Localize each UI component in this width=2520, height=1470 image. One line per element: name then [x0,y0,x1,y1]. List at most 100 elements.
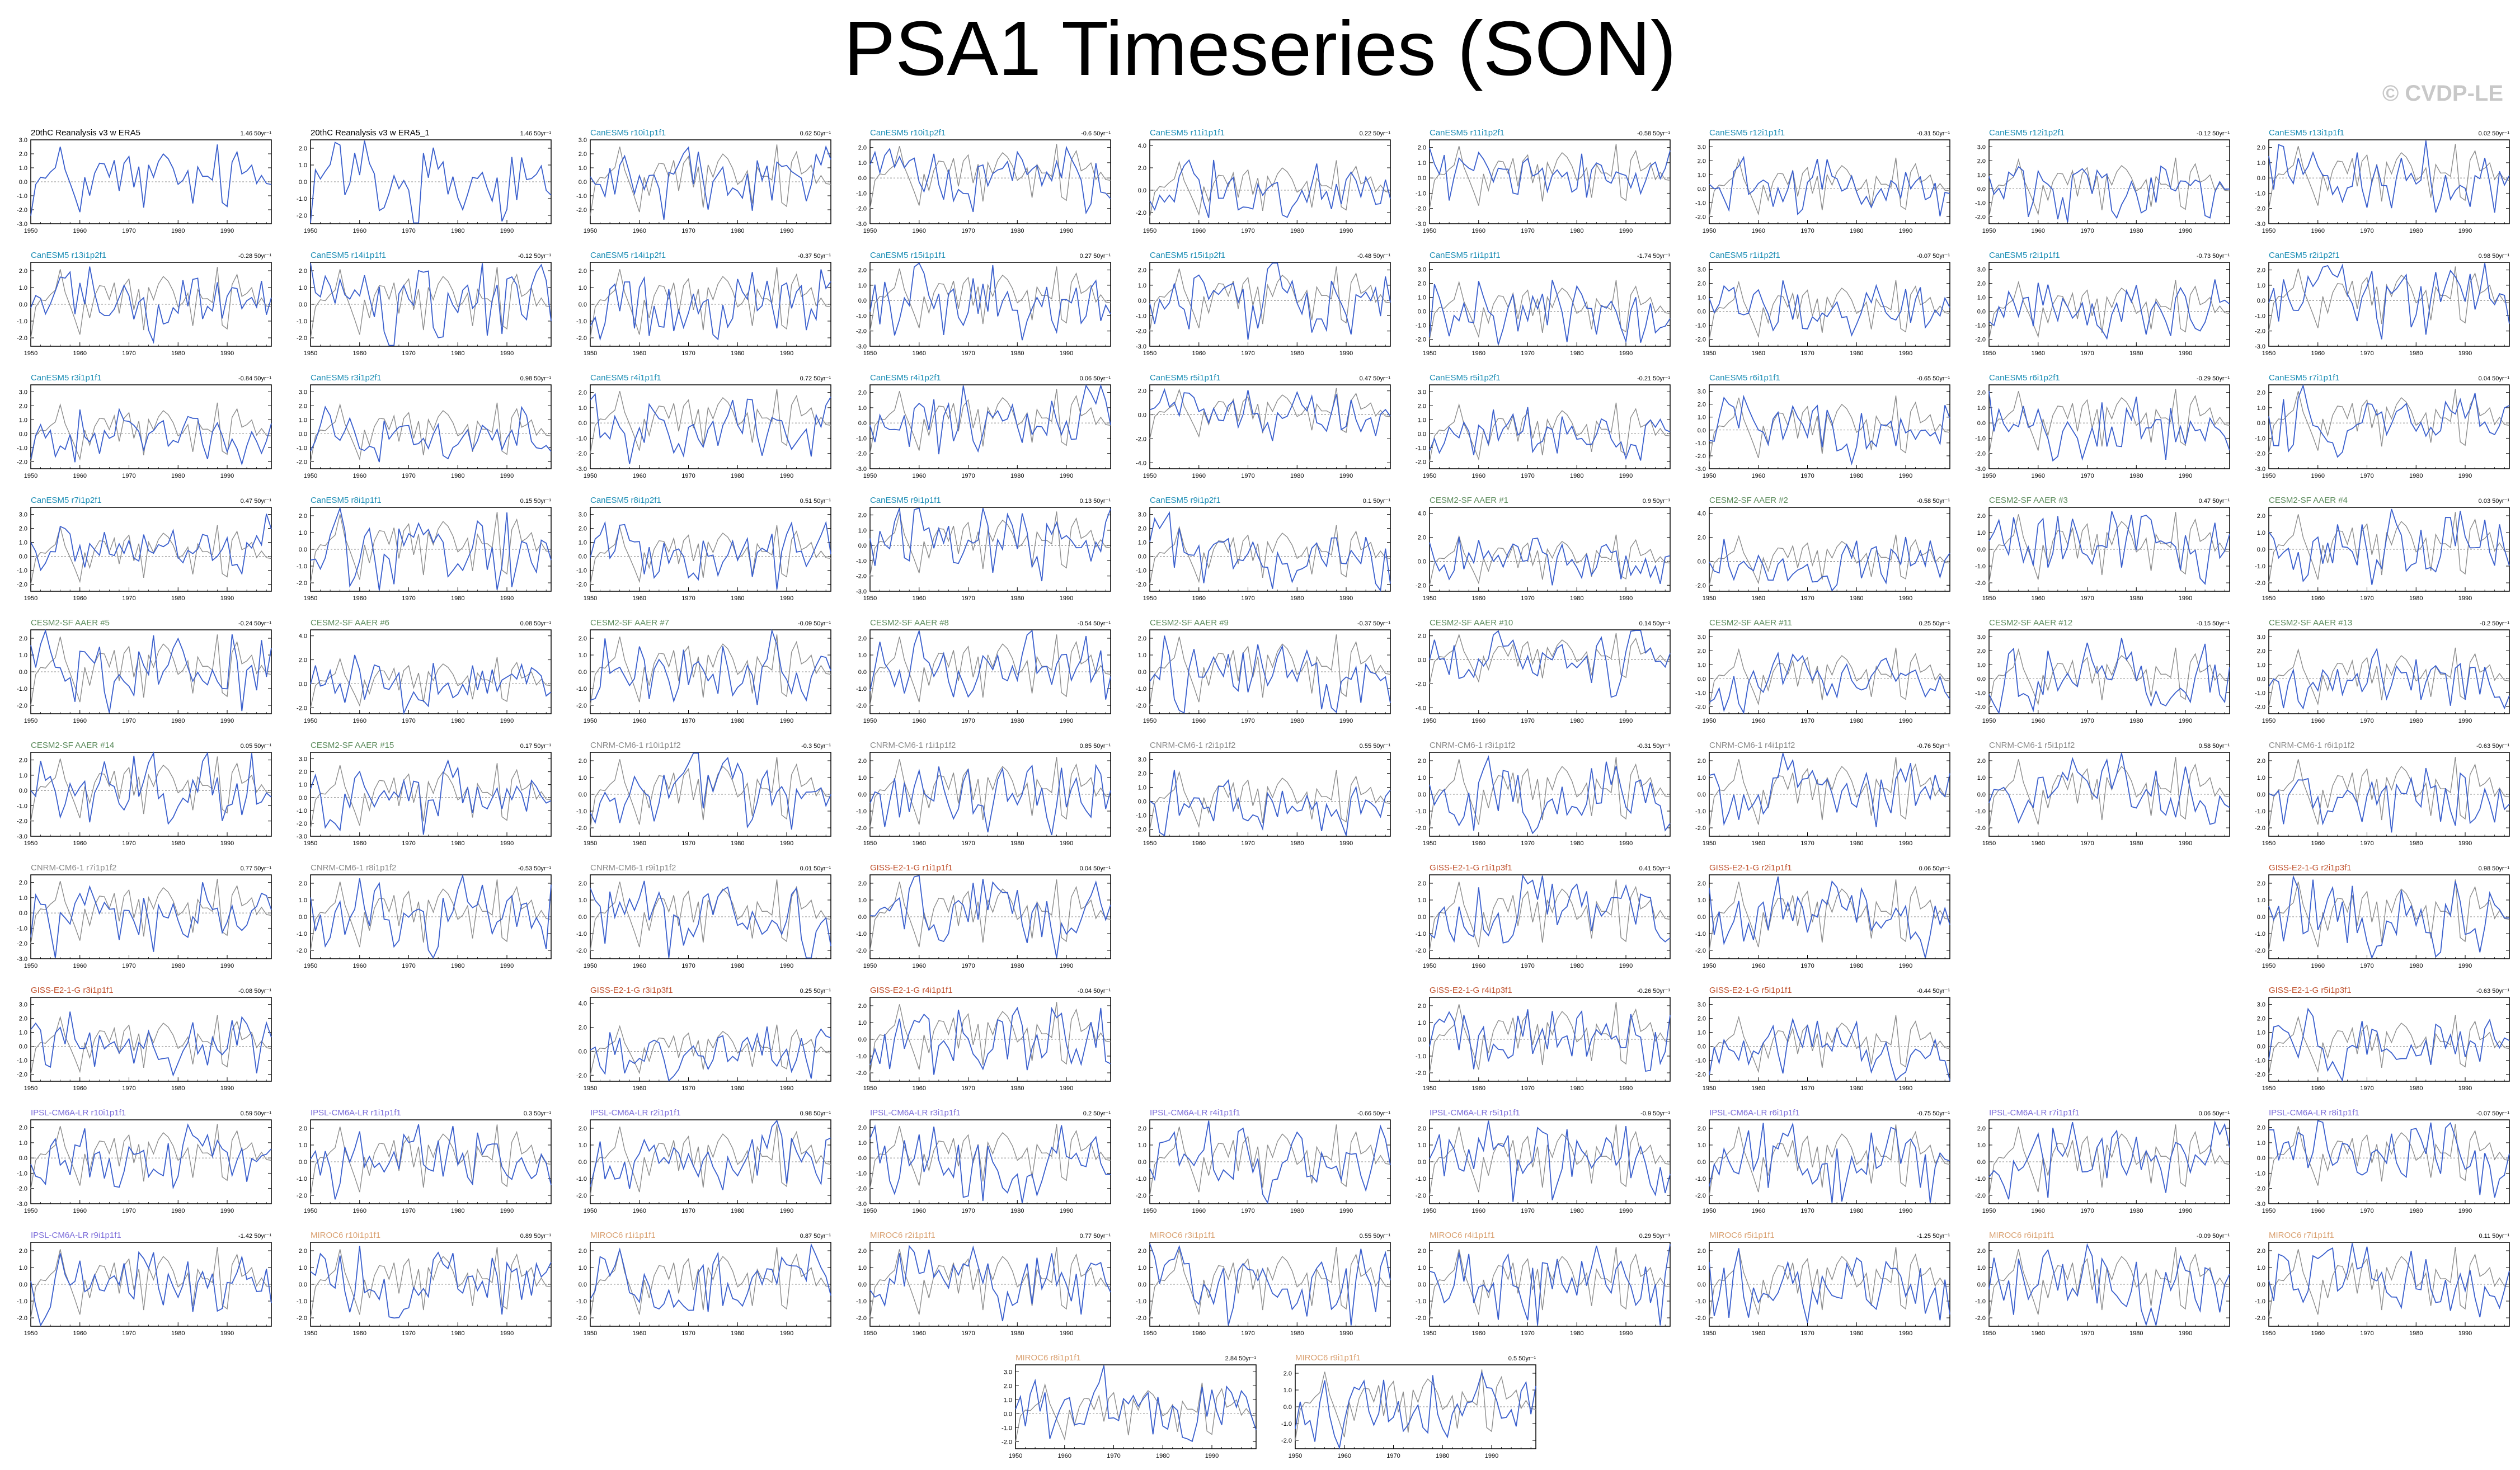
x-tick-label: 1960 [633,350,646,357]
y-tick-label: 1.0 [1977,530,1986,536]
y-tick-label: 2.0 [299,1125,307,1132]
panel-frame [1429,629,1671,714]
panel-title: CESM2-SF AAER #6 [311,618,389,628]
panel-trend: -0.26 50yr⁻¹ [1637,988,1670,995]
y-tick-label: 1.0 [299,530,307,536]
panel-trend: -0.54 50yr⁻¹ [1078,620,1111,627]
obs-series-line [1149,1124,1391,1196]
y-tick-label: 2.0 [299,880,307,887]
x-tick-label: 1990 [1339,473,1353,479]
x-tick-label: 1990 [1899,1330,1912,1337]
x-tick-label: 1960 [633,1208,646,1214]
y-tick-label: 0.0 [2257,546,2265,553]
timeseries-panel: CESM2-SF AAER #5 -0.24 50yr⁻¹ 2.0 1.0 0.0 -1.… [17,618,272,724]
y-tick-label: -2.0 [1975,214,1986,221]
y-tick-label: 2.0 [2257,513,2265,520]
panel-trend: 0.77 50yr⁻¹ [1080,1233,1111,1240]
x-tick-label: 1990 [2179,350,2192,357]
model-series-line [590,1119,831,1190]
x-tick-label: 1990 [1899,840,1912,847]
y-tick-label: 1.0 [299,1142,307,1149]
y-tick-label: 0.0 [579,1281,587,1288]
timeseries-panel: CNRM-CM6-1 r5i1p1f2 0.58 50yr⁻¹ 2.0 1.0 0.0 -… [1975,741,2230,847]
x-tick-label: 1990 [1619,350,1633,357]
timeseries-panel: CNRM-CM6-1 r3i1p1f2 -0.31 50yr⁻¹ 2.0 1.0 0.0… [1416,741,1671,847]
panel-title: CanESM5 r2i1p1f1 [1989,251,2060,260]
panel-trend: -0.9 50yr⁻¹ [1640,1110,1670,1117]
y-tick-label: 0.0 [579,1048,587,1055]
x-tick-label: 1990 [1339,595,1353,602]
x-tick-label: 1970 [1241,718,1254,724]
obs-series-line [590,1247,831,1318]
y-tick-label: -2.0 [297,821,307,827]
panel-trend: -0.21 50yr⁻¹ [1637,375,1670,382]
obs-series-line [590,525,831,585]
panel-frame [2268,752,2510,837]
x-tick-label: 1950 [1703,718,1716,724]
x-tick-label: 1990 [1339,1330,1353,1337]
panel-trend: 0.59 50yr⁻¹ [241,1110,272,1117]
model-series-line [1709,394,1950,466]
model-series-line [1709,753,1950,827]
y-tick-label: 0.0 [19,554,27,560]
timeseries-panel: CanESM5 r13i1p2f1 -0.28 50yr⁻¹ 2.0 1.0 0.0 -1… [17,251,272,357]
y-tick-label: 2.0 [579,880,587,887]
panel-trend: 1.46 50yr⁻¹ [520,130,552,137]
timeseries-panel: MIROC6 r7i1p1f1 0.11 50yr⁻¹ 2.0 1.0 0.0 -1.0 -… [2255,1231,2510,1337]
x-tick-label: 1960 [1752,1330,1765,1337]
obs-series-line [1709,1015,1950,1075]
y-tick-label: 2.0 [19,268,27,275]
model-series-line [310,759,552,835]
y-tick-label: 1.0 [299,1265,307,1271]
y-tick-label: 1.0 [1977,662,1986,669]
timeseries-panel: MIROC6 r2i1p1f1 0.77 50yr⁻¹ 2.0 1.0 0.0 -1.0 -… [856,1231,1111,1337]
timeseries-panel: CanESM5 r9i1p2f1 0.1 50yr⁻¹ 3.0 2.0 1.0 0.0 -1… [1136,496,1391,602]
x-tick-label: 1980 [2129,718,2143,724]
x-tick-label: 1990 [1060,963,1073,969]
y-tick-label: -2.0 [576,703,587,709]
obs-series-line [1149,160,1391,218]
x-tick-label: 1970 [1521,963,1534,969]
model-series-line [590,145,831,220]
y-tick-label: -2.0 [856,573,867,580]
y-tick-label: 3.0 [299,756,307,763]
x-tick-label: 1980 [171,1085,185,1092]
x-tick-label: 1950 [2262,473,2275,479]
x-tick-label: 1980 [171,963,185,969]
x-tick-label: 1980 [1010,228,1024,234]
panel-title: CanESM5 r7i1p1f1 [2269,373,2340,383]
x-tick-label: 1970 [122,840,135,847]
x-tick-label: 1950 [24,1208,37,1214]
panel-frame [2268,1119,2510,1204]
y-tick-label: -2.0 [856,948,867,954]
x-tick-label: 1960 [1472,840,1485,847]
x-tick-label: 1960 [353,1208,366,1214]
panel-title: GISS-E2-1-G r5i1p1f1 [1709,986,1792,995]
y-tick-label: 1.0 [19,165,27,172]
y-tick-label: -1.0 [17,445,27,452]
y-tick-label: 1.0 [858,405,867,412]
timeseries-panel: GISS-E2-1-G r1i1p1f1 0.04 50yr⁻¹ 2.0 1.0 0.0… [856,863,1111,969]
y-tick-label: 0.0 [858,914,867,921]
y-tick-label: -3.0 [856,343,867,350]
y-tick-label: 3.0 [579,512,587,519]
model-series-line [1988,279,2230,340]
y-tick-label: 1.0 [858,527,867,534]
x-tick-label: 1990 [1619,963,1633,969]
panel-title: 20thC Reanalysis v3 w ERA5_1 [311,128,430,138]
y-tick-label: 0.0 [299,1281,307,1288]
y-tick-label: -1.0 [1136,568,1146,574]
timeseries-panel: CanESM5 r7i1p2f1 0.47 50yr⁻¹ 3.0 2.0 1.0 0.0 -… [17,496,272,602]
panel-frame [1429,507,1671,592]
panel-trend: 0.03 50yr⁻¹ [2479,498,2510,505]
y-tick-label: 0.0 [299,179,307,186]
obs-series-line [30,1124,272,1189]
x-tick-label: 1950 [1423,963,1436,969]
x-tick-label: 1980 [2129,473,2143,479]
y-tick-label: 3.0 [1138,512,1146,519]
timeseries-panel: IPSL-CM6A-LR r3i1p1f1 0.2 50yr⁻¹ 2.0 1.0 0.0… [856,1108,1111,1214]
figure-title: PSA1 Timeseries (SON) [844,6,1676,92]
x-tick-label: 1960 [1472,963,1485,969]
model-series-line [1429,630,1671,698]
panel-trend: 2.84 50yr⁻¹ [1225,1355,1257,1362]
